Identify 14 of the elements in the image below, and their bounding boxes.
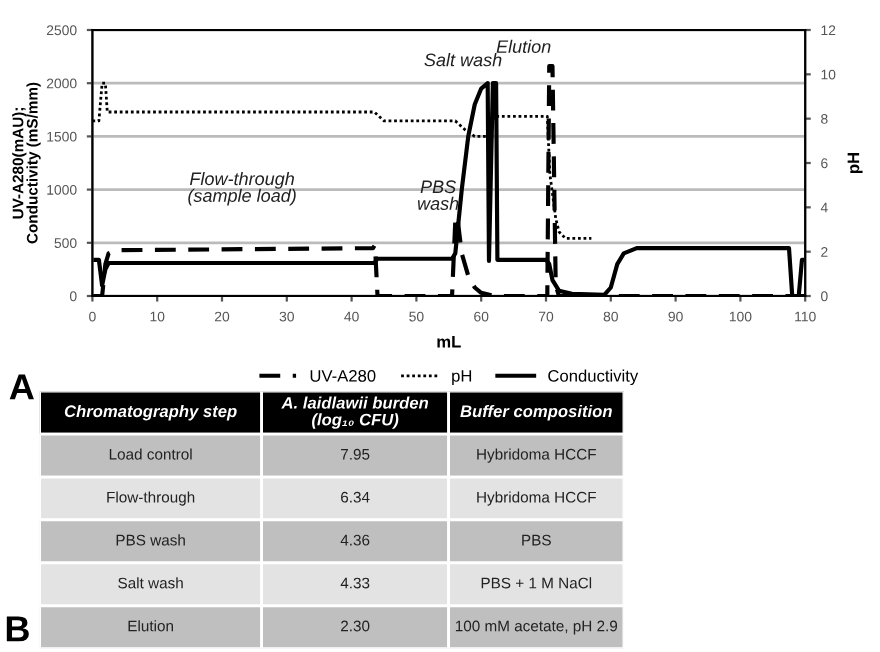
text: A. laidlawii burden (log₁₀ CFU) <box>281 396 429 429</box>
annotation: Elution <box>496 39 551 54</box>
annotation: PBS wash <box>417 180 459 210</box>
y2-axis-title: pH <box>847 153 863 174</box>
legend-label: UV-A280 <box>310 369 376 382</box>
legend-label: Conductivity <box>548 369 639 386</box>
text: Buffer composition <box>460 404 612 421</box>
legend-label: pH <box>452 370 472 386</box>
annotation: Flow-through (sample load) <box>188 171 296 206</box>
text: A <box>9 374 34 400</box>
annotation: Salt wash <box>424 53 502 67</box>
text: Chromatography step <box>64 404 237 421</box>
x-axis-title: mL <box>437 335 461 348</box>
text: B <box>6 616 29 642</box>
